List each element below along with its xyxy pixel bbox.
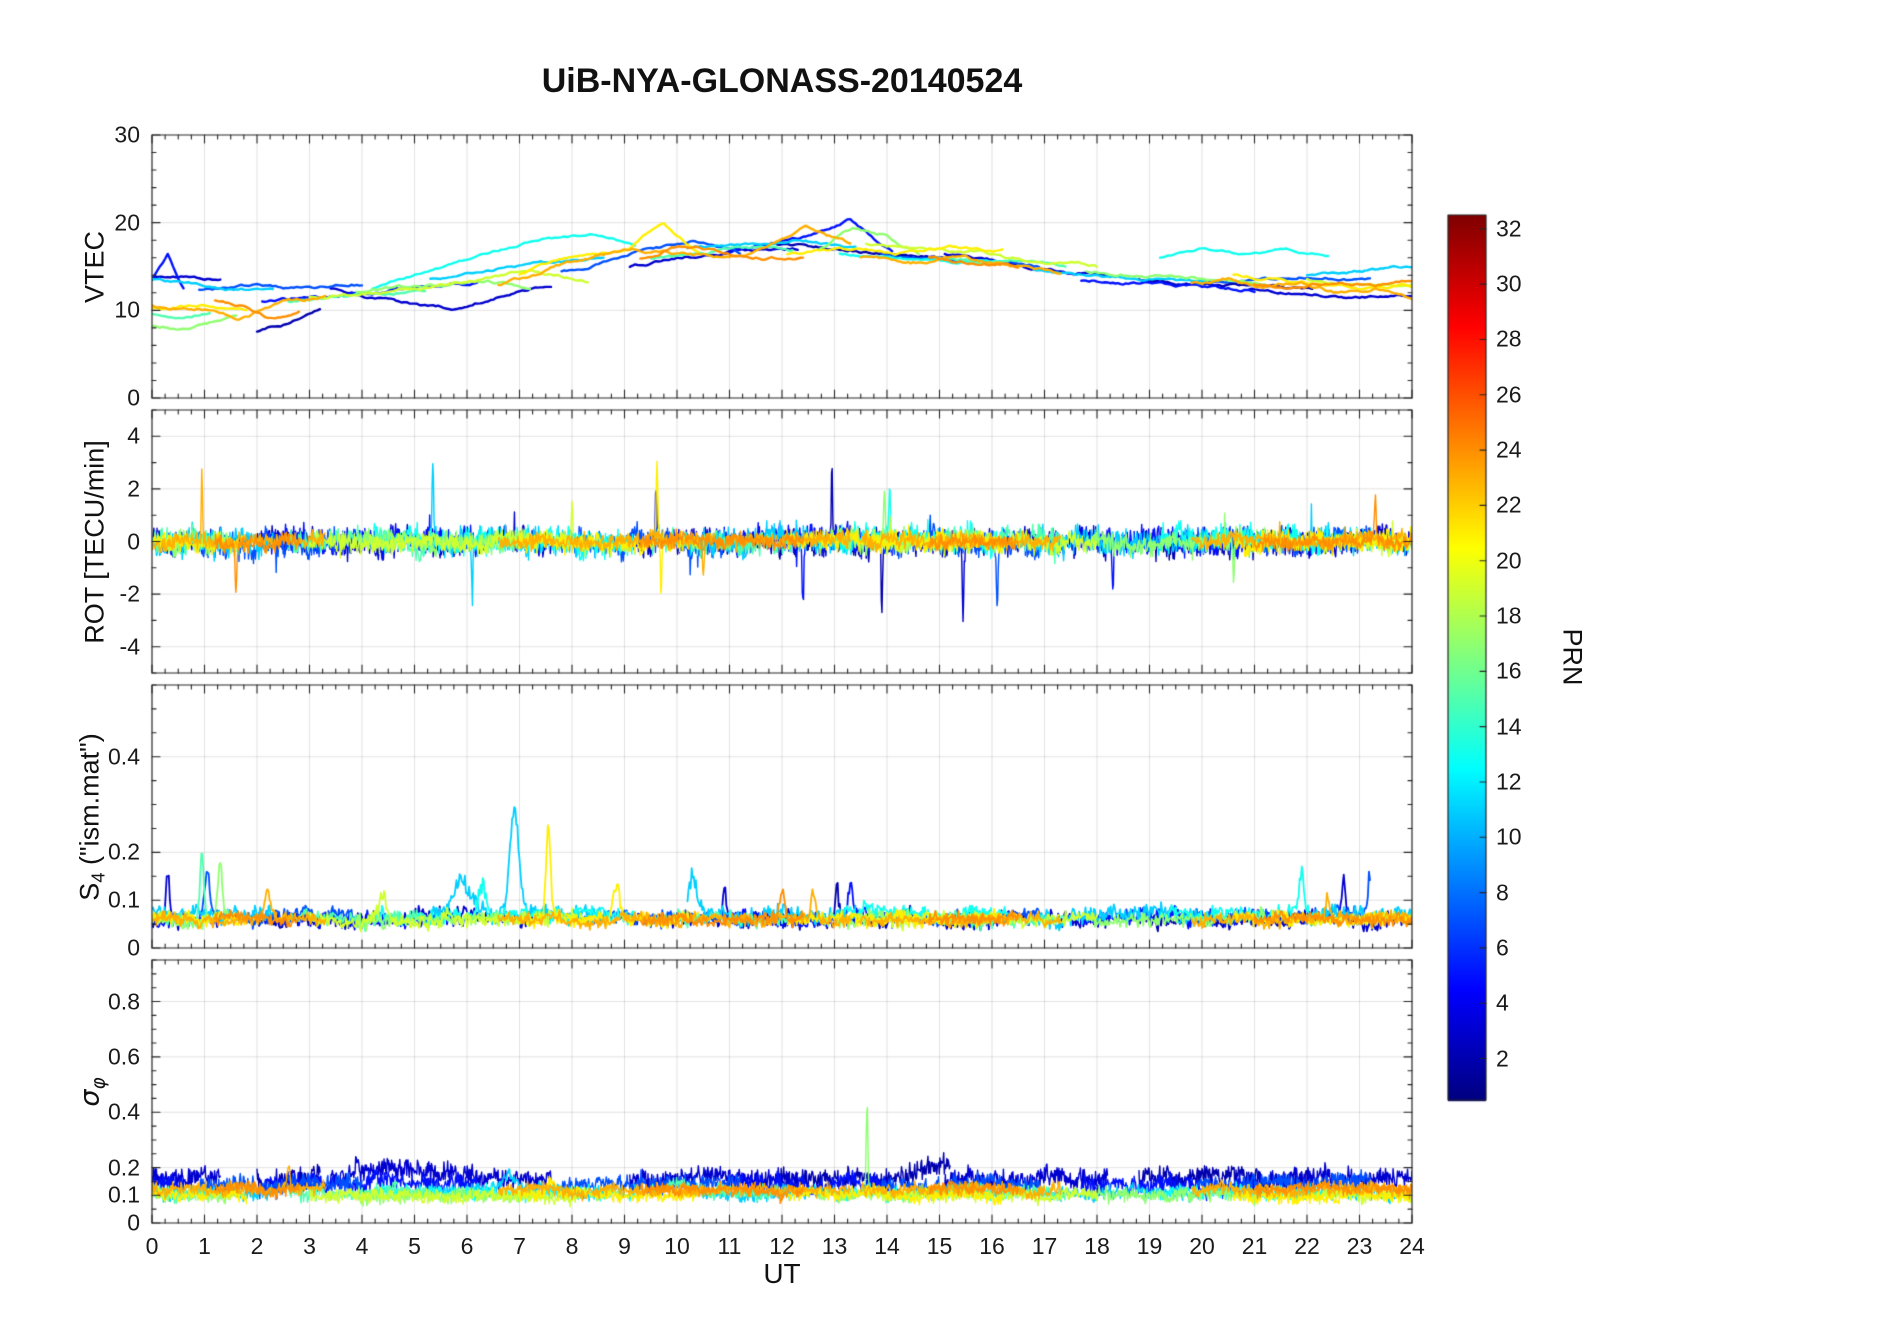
- ylabel-rot: ROT [TECU/min]: [79, 440, 110, 644]
- ylabel-vtec: VTEC: [79, 230, 110, 304]
- x-tick-label: 23: [1346, 1233, 1373, 1259]
- y-tick-label: 0: [127, 934, 140, 961]
- y-tick-label: 0.1: [108, 886, 140, 913]
- y-tick-label: 0.2: [108, 1154, 140, 1181]
- colorbar-tick-label: 8: [1496, 879, 1509, 906]
- x-tick-label: 1: [198, 1233, 211, 1259]
- x-tick-label: 22: [1294, 1233, 1320, 1259]
- colorbar-tick-label: 22: [1496, 491, 1522, 518]
- x-tick-label: 16: [979, 1233, 1005, 1259]
- x-tick-label: 7: [513, 1233, 526, 1259]
- x-tick-label: 2: [250, 1233, 264, 1259]
- y-tick-label: 20: [114, 209, 140, 236]
- colorbar-tick-label: 18: [1496, 602, 1522, 629]
- x-tick-label: 4: [355, 1233, 369, 1259]
- x-tick-label: 15: [926, 1233, 953, 1259]
- x-tick-label: 13: [821, 1233, 848, 1259]
- y-tick-label: 4: [127, 422, 140, 449]
- x-tick-label: 10: [664, 1233, 690, 1259]
- x-tick-label: 6: [460, 1233, 474, 1259]
- x-tick-label: 5: [408, 1233, 421, 1259]
- y-tick-label: 2: [127, 475, 140, 502]
- colorbar-tick-label: 20: [1496, 547, 1522, 574]
- colorbar-label: PRN: [1557, 628, 1588, 686]
- x-tick-label: 14: [874, 1233, 900, 1259]
- y-tick-label: 0.6: [108, 1043, 140, 1070]
- x-tick-label: 8: [565, 1233, 579, 1259]
- y-tick-label: 0.1: [108, 1181, 140, 1208]
- colorbar-tick-label: 16: [1496, 657, 1522, 684]
- colorbar-tick-label: 4: [1496, 989, 1509, 1016]
- y-tick-label: -2: [119, 580, 140, 607]
- y-tick-label: 0: [127, 1209, 140, 1236]
- x-tick-label: 21: [1241, 1233, 1268, 1259]
- x-tick-label: 18: [1084, 1233, 1110, 1259]
- x-tick-label: 3: [303, 1233, 316, 1259]
- y-tick-label: 0: [127, 528, 140, 554]
- y-tick-label: 0.8: [108, 988, 140, 1015]
- y-tick-label: 0.2: [108, 838, 140, 865]
- x-tick-label: 20: [1189, 1233, 1215, 1259]
- y-tick-label: 10: [114, 296, 140, 323]
- colorbar-tick-label: 26: [1496, 381, 1522, 408]
- colorbar-tick-label: 24: [1496, 436, 1522, 463]
- colorbar-tick-label: 14: [1496, 713, 1522, 740]
- x-tick-label: 24: [1399, 1233, 1425, 1259]
- y-tick-label: 30: [114, 121, 140, 148]
- x-axis-label: UT: [763, 1258, 801, 1289]
- y-tick-label: -4: [119, 633, 140, 660]
- colorbar-tick-label: 6: [1496, 934, 1509, 961]
- colorbar-tick-label: 30: [1496, 270, 1522, 297]
- colorbar-tick-label: 32: [1496, 215, 1522, 242]
- x-tick-label: 12: [769, 1233, 795, 1259]
- x-tick-label: 17: [1031, 1233, 1058, 1259]
- x-tick-label: 0: [145, 1233, 159, 1259]
- x-tick-label: 9: [618, 1233, 631, 1259]
- chart-title: UiB-NYA-GLONASS-20140524: [541, 62, 1023, 100]
- ylabel-sigma-phi: σφ: [74, 1077, 110, 1107]
- y-tick-label: 0.4: [108, 1098, 140, 1125]
- colorbar-tick-label: 10: [1496, 823, 1522, 850]
- colorbar-tick-label: 12: [1496, 768, 1522, 795]
- y-tick-label: 0.4: [108, 743, 140, 770]
- ylabel-s4: S4 ("ism.mat"): [74, 733, 109, 901]
- x-tick-label: 19: [1136, 1233, 1163, 1259]
- colorbar-tick-label: 2: [1496, 1045, 1509, 1072]
- colorbar-tick-label: 28: [1496, 325, 1522, 352]
- y-tick-label: 0: [127, 384, 140, 411]
- x-tick-label: 11: [717, 1233, 742, 1259]
